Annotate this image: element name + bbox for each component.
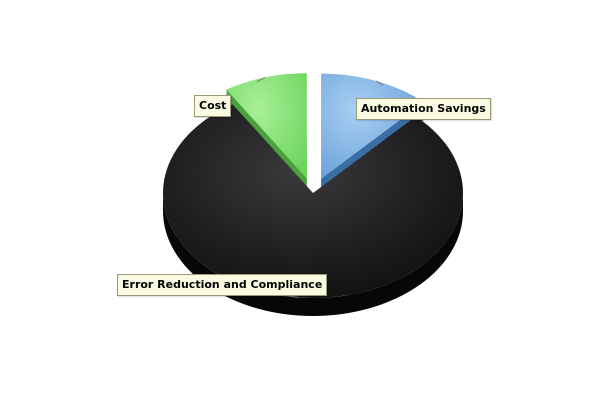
pie-slice-cost	[226, 73, 307, 179]
slice-label-cost: Cost	[194, 95, 232, 117]
slice-label-automation-savings: Automation Savings	[356, 98, 491, 120]
leader-line	[256, 76, 266, 83]
pie-slices	[163, 73, 464, 298]
leader-line	[376, 80, 384, 86]
slice-label-error-reduction-and-compliance: Error Reduction and Compliance	[117, 274, 328, 296]
pie-slice-error-reduction-and-compliance	[163, 104, 464, 298]
